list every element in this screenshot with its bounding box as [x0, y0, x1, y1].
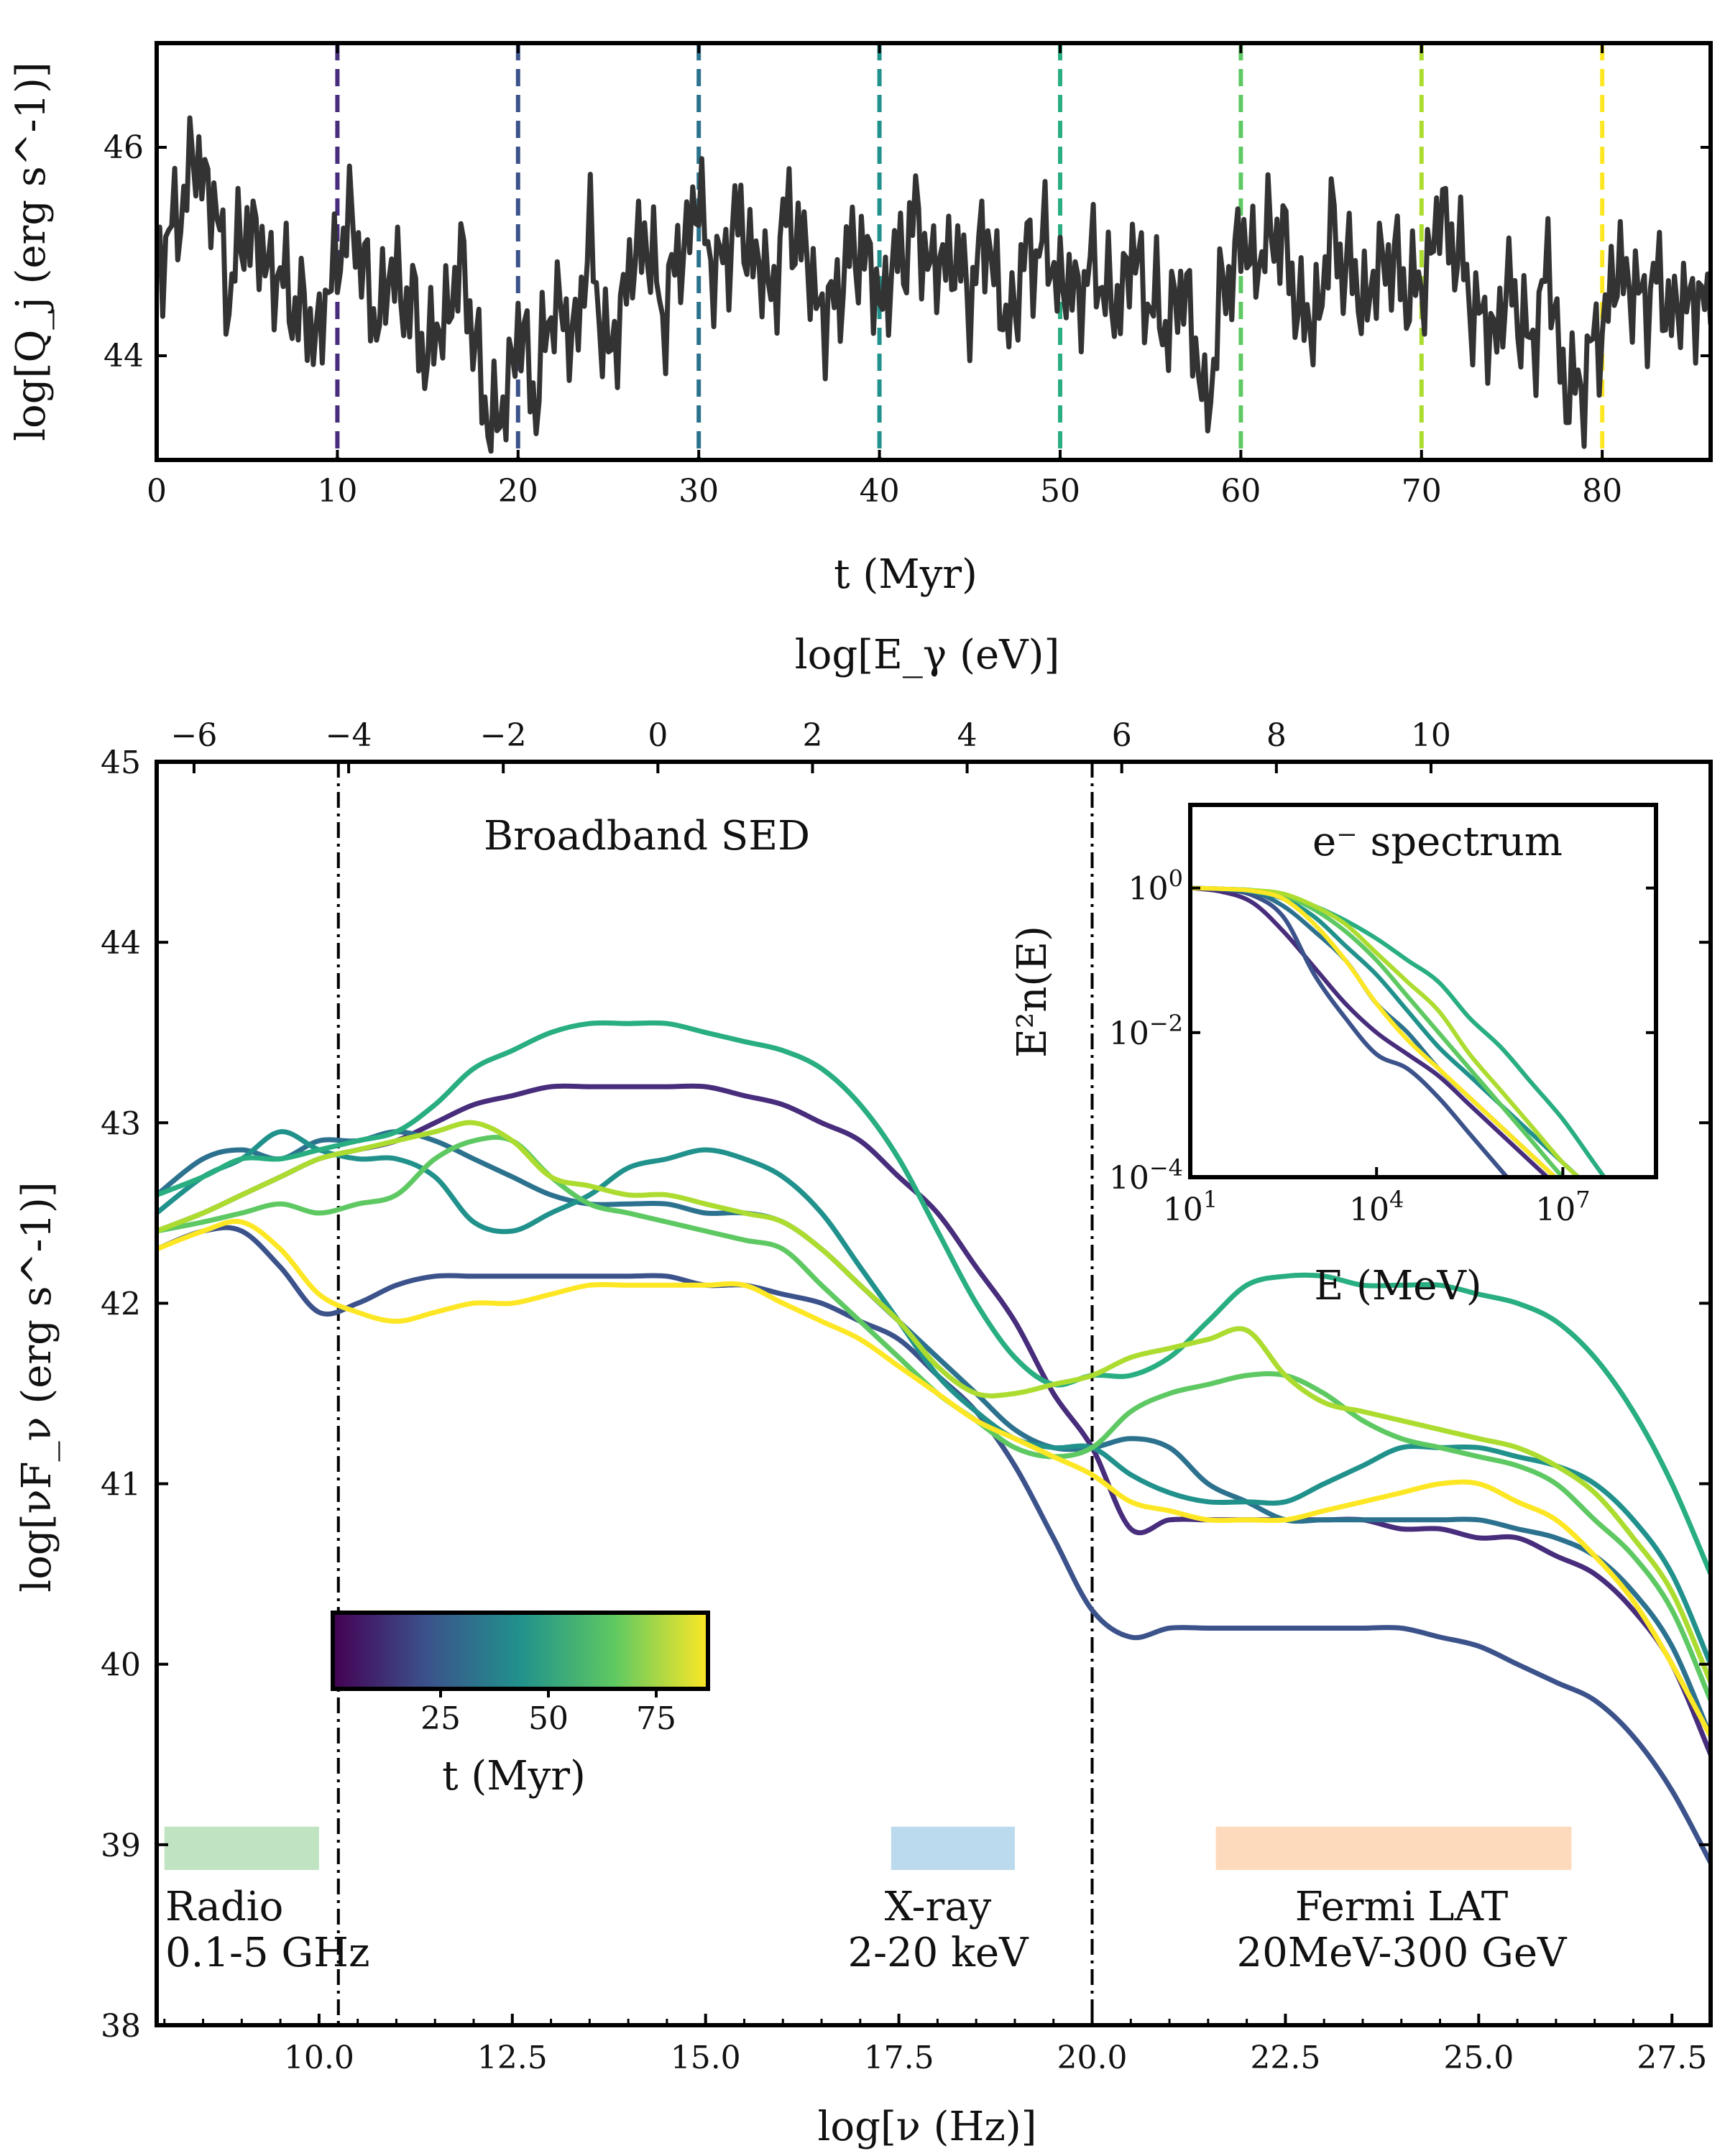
colorbar-tick-label: 25 — [420, 1700, 461, 1737]
inset-y-axis-label: E²n(E) — [1009, 926, 1056, 1058]
top-x-tick-label: 10 — [317, 473, 357, 510]
sed-x-tick-label: 25.0 — [1443, 2040, 1514, 2076]
top-x-tick-label: 80 — [1582, 473, 1622, 510]
xray-band-range: 2-20 keV — [847, 1930, 1029, 1976]
jet-power-series — [157, 115, 1711, 454]
radio-band-range: 0.1-5 GHz — [165, 1930, 369, 1976]
inset-curve — [1190, 885, 1510, 1177]
inset-x-tick-label: 104 — [1349, 1186, 1404, 1228]
top-y-tick-label: 44 — [104, 338, 144, 374]
sed-x-tick-label: 15.0 — [671, 2040, 741, 2076]
top-x-axis-label: t (Myr) — [834, 551, 978, 598]
colorbar-ticks: 25 50 75 — [420, 1689, 676, 1737]
jet-power-line — [157, 115, 1711, 454]
sed-y-tick-label: 39 — [101, 1828, 141, 1864]
inset-y-tick-label: 100 — [1128, 865, 1183, 908]
sed-x-axis-label: log[ν (Hz)] — [817, 2104, 1036, 2150]
sed-panel: 10.0 12.5 15.0 17.5 20.0 22.5 25.0 27.5 3839404… — [14, 632, 1713, 2150]
sed-x-tick-label: 20.0 — [1057, 2040, 1128, 2076]
sed-y-tick-label: 40 — [101, 1647, 141, 1684]
sed-top-tick-label: 2 — [802, 717, 822, 754]
top-x-tick-label: 50 — [1040, 473, 1080, 510]
sed-y-tick-label: 41 — [101, 1467, 141, 1503]
sed-top-tick-label: 6 — [1112, 717, 1132, 754]
sed-curve-t=50 — [157, 1020, 1711, 1577]
sed-x-tick-label: 17.5 — [864, 2040, 934, 2076]
top-y-tick-label: 46 — [104, 129, 144, 166]
band-bar-1 — [891, 1826, 1015, 1871]
inset-y-ticks: 100 10−2 10−4 — [1109, 865, 1656, 1197]
top-x-tick-label: 30 — [678, 473, 719, 510]
sed-y-tick-label: 44 — [101, 925, 141, 962]
top-x-tick-label: 20 — [498, 473, 538, 510]
top-x-tick-label: 60 — [1220, 473, 1261, 510]
sed-y-tick-label: 38 — [101, 2008, 141, 2045]
sed-top-tick-label: 0 — [648, 717, 668, 754]
sed-x-tick-label: 12.5 — [477, 2040, 548, 2076]
band-bar-2 — [1215, 1826, 1572, 1871]
colorbar-label: t (Myr) — [442, 1753, 586, 1800]
top-x-tick-label: 70 — [1402, 473, 1442, 510]
sed-top-axis-label: log[E_γ (eV)] — [795, 632, 1060, 678]
inset-curve — [1190, 885, 1559, 1177]
sed-axes-frame — [155, 760, 1713, 2027]
band-bar-0 — [164, 1826, 319, 1871]
sed-x-tick-label: 27.5 — [1637, 2040, 1707, 2076]
colorbar-gradient — [331, 1611, 710, 1691]
inset-background — [1190, 805, 1656, 1177]
inset-x-ticks: 101 104 107 — [1163, 1167, 1591, 1228]
inset-y-tick-label: 10−4 — [1109, 1154, 1183, 1197]
jet-power-panel: 0 10 20 30 40 50 60 70 80 44 46 t (Myr) log[Q_j (… — [8, 41, 1713, 598]
sed-top-tick-label: −4 — [326, 717, 372, 754]
sed-x-ticks: 10.0 12.5 15.0 17.5 20.0 22.5 25.0 27.5 — [163, 2014, 1712, 2076]
sed-curve-t=80 — [157, 1218, 1711, 1739]
electron-spectrum-inset: 101 104 107 100 10−2 10−4 e⁻ spectrum E (MeV… — [1009, 803, 1658, 1309]
time-markers — [335, 43, 1605, 460]
sed-curve-t=70 — [157, 1120, 1711, 1685]
inset-title: e⁻ spectrum — [1312, 819, 1563, 865]
inset-curves — [1190, 885, 1607, 1177]
time-colorbar: 25 50 75 t (Myr) — [331, 1611, 710, 1800]
sed-top-tick-label: 10 — [1411, 717, 1451, 754]
top-x-ticks: 0 10 20 30 40 50 60 70 80 — [147, 43, 1622, 510]
sed-y-ticks: 38 39 40 41 42 43 44 45 — [101, 745, 1711, 2045]
fermi-band-range: 20MeV-300 GeV — [1237, 1930, 1568, 1976]
xray-band-label: X-ray — [885, 1884, 992, 1930]
inset-x-tick-label: 107 — [1535, 1186, 1590, 1228]
sed-curves — [157, 1020, 1711, 1866]
band-labels: Radio 0.1-5 GHz X-ray 2-20 keV Fermi LAT… — [165, 1884, 1568, 1976]
sed-y-tick-label: 43 — [101, 1105, 141, 1142]
sed-top-tick-label: −6 — [171, 717, 218, 754]
sed-curve-t=30 — [157, 1129, 1711, 1739]
radio-band-label: Radio — [165, 1884, 283, 1930]
inset-x-axis-label: E (MeV) — [1314, 1263, 1481, 1309]
fermi-band-label: Fermi LAT — [1295, 1884, 1508, 1930]
sed-y-axis-label: log[νF_ν (erg s^-1)] — [14, 1181, 60, 1592]
colorbar-tick-label: 75 — [636, 1700, 676, 1737]
sed-top-tick-label: 4 — [957, 717, 978, 754]
band-bars — [164, 1826, 1572, 1871]
top-x-tick-label: 0 — [147, 473, 167, 510]
sed-top-energy-ticks: −6 −4 −2 0 2 4 6 8 10 — [171, 717, 1451, 773]
sed-title: Broadband SED — [484, 813, 810, 860]
sed-y-tick-label: 45 — [101, 745, 141, 781]
inset-frame — [1188, 803, 1658, 1179]
sed-top-tick-label: 8 — [1266, 717, 1287, 754]
top-axes-frame — [155, 41, 1713, 462]
top-x-tick-label: 40 — [860, 473, 900, 510]
inset-curve — [1190, 885, 1551, 1177]
sed-y-tick-label: 42 — [101, 1286, 141, 1322]
top-y-axis-label: log[Q_j (erg s^-1)] — [8, 62, 55, 441]
sed-curve-t=10 — [157, 1083, 1711, 1757]
sed-x-tick-label: 10.0 — [284, 2040, 354, 2076]
inset-y-tick-label: 10−2 — [1109, 1010, 1183, 1052]
top-y-ticks: 44 46 — [104, 129, 1711, 374]
sed-top-tick-label: −2 — [480, 717, 527, 754]
sed-x-tick-label: 22.5 — [1250, 2040, 1320, 2076]
colorbar-tick-label: 50 — [528, 1700, 569, 1737]
inset-x-tick-label: 101 — [1163, 1186, 1218, 1228]
